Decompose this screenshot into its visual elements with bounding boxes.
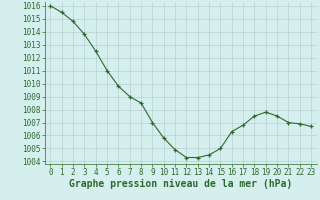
X-axis label: Graphe pression niveau de la mer (hPa): Graphe pression niveau de la mer (hPa) — [69, 179, 292, 189]
